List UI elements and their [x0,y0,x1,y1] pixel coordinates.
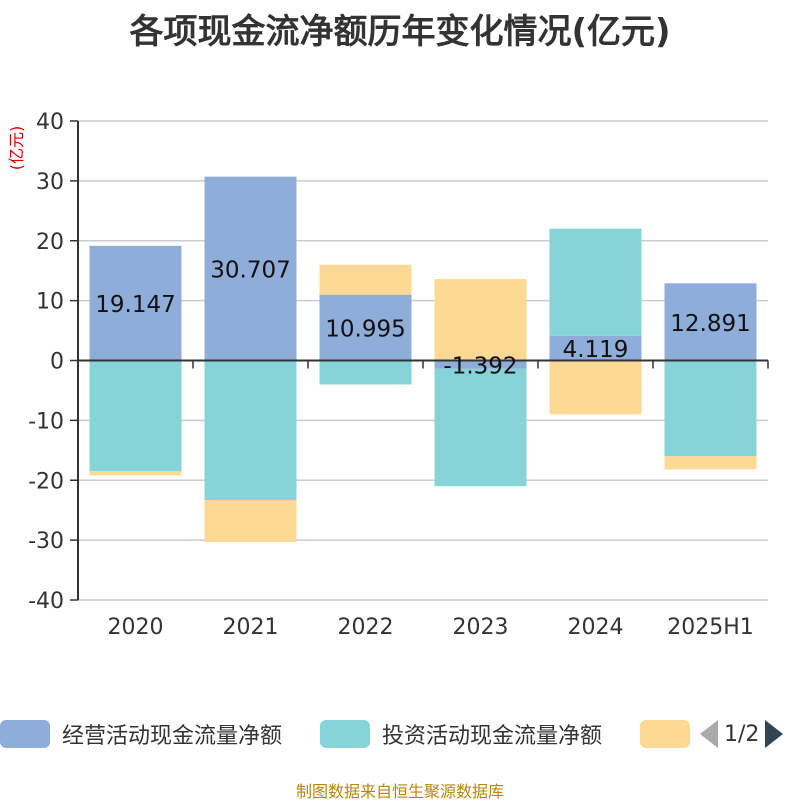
pager-text: 1/2 [724,721,760,747]
y-tick-label: -40 [28,589,64,614]
bar-series-2-2025H1[interactable] [664,456,757,470]
data-label: 12.891 [670,311,750,337]
y-tick-label: 40 [36,110,64,135]
bar-series-2-2024[interactable] [549,360,642,415]
bar-series-1-2022[interactable] [319,360,412,385]
bar-series-0-2022[interactable] [319,294,412,361]
data-label: 30.707 [210,258,290,284]
y-tick-label: 30 [36,170,64,195]
legend-item-operating[interactable]: 经营活动现金流量净额 [0,716,282,752]
y-tick-label: -20 [28,469,64,494]
bar-series-2-2020[interactable] [89,471,182,476]
x-tick-label: 2021 [223,615,279,640]
bars [89,176,757,542]
bar-series-1-2025H1[interactable] [664,360,757,457]
legend-swatch-operating [0,720,50,748]
bar-series-0-2024[interactable] [549,335,642,361]
y-tick-label: 10 [36,290,64,315]
y-axis-label: (亿元) [7,126,26,171]
data-label: 19.147 [95,292,175,318]
legend-swatch-financing [640,720,690,748]
y-tick-label: 20 [36,230,64,255]
bar-series-1-2020[interactable] [89,360,182,472]
bar-series-1-2021[interactable] [204,360,297,501]
legend-pager: 1/2 [700,716,784,752]
data-label: -1.392 [443,354,517,380]
bar-series-2-2021[interactable] [204,500,297,542]
bar-series-1-2023[interactable] [434,368,527,487]
y-tick-label: -30 [28,529,64,554]
x-tick-label: 2023 [453,615,509,640]
legend-swatch-investing [320,720,370,748]
chart-title: 各项现金流净额历年变化情况(亿元) [129,12,671,52]
bar-series-2-2023[interactable] [434,279,527,361]
x-tick-label: 2024 [568,615,624,640]
bar-series-2-2022[interactable] [319,264,412,295]
next-page-icon[interactable] [765,720,784,748]
bar-series-0-2020[interactable] [89,245,182,361]
y-tick-label: 0 [50,350,64,375]
axes: 40 30 20 10 0 -10 -20 -30 -40 2020 2021 2022 2023 202… [28,110,769,640]
data-label: 4.119 [563,337,629,363]
data-labels: 19.147 30.707 10.995 -1.392 4.119 12.891 [95,258,750,380]
bar-series-0-2023[interactable] [434,360,527,369]
grid-lines [78,120,768,601]
prev-page-icon[interactable] [700,720,718,748]
legend-item-investing[interactable]: 投资活动现金流量净额 [320,716,602,752]
x-tick-label: 2025H1 [667,615,754,640]
x-tick-label: 2020 [108,615,164,640]
data-source-note: 制图数据来自恒生聚源数据库 [295,782,504,801]
bar-series-0-2021[interactable] [204,176,297,361]
bar-series-1-2024[interactable] [549,228,642,336]
legend-label-operating: 经营活动现金流量净额 [62,724,283,749]
x-tick-label: 2022 [338,615,394,640]
legend-item-financing[interactable] [640,716,690,752]
legend-label-investing: 投资活动现金流量净额 [382,724,603,749]
data-label: 10.995 [325,317,405,343]
bar-series-0-2025H1[interactable] [664,283,757,361]
y-tick-label: -10 [28,409,64,434]
